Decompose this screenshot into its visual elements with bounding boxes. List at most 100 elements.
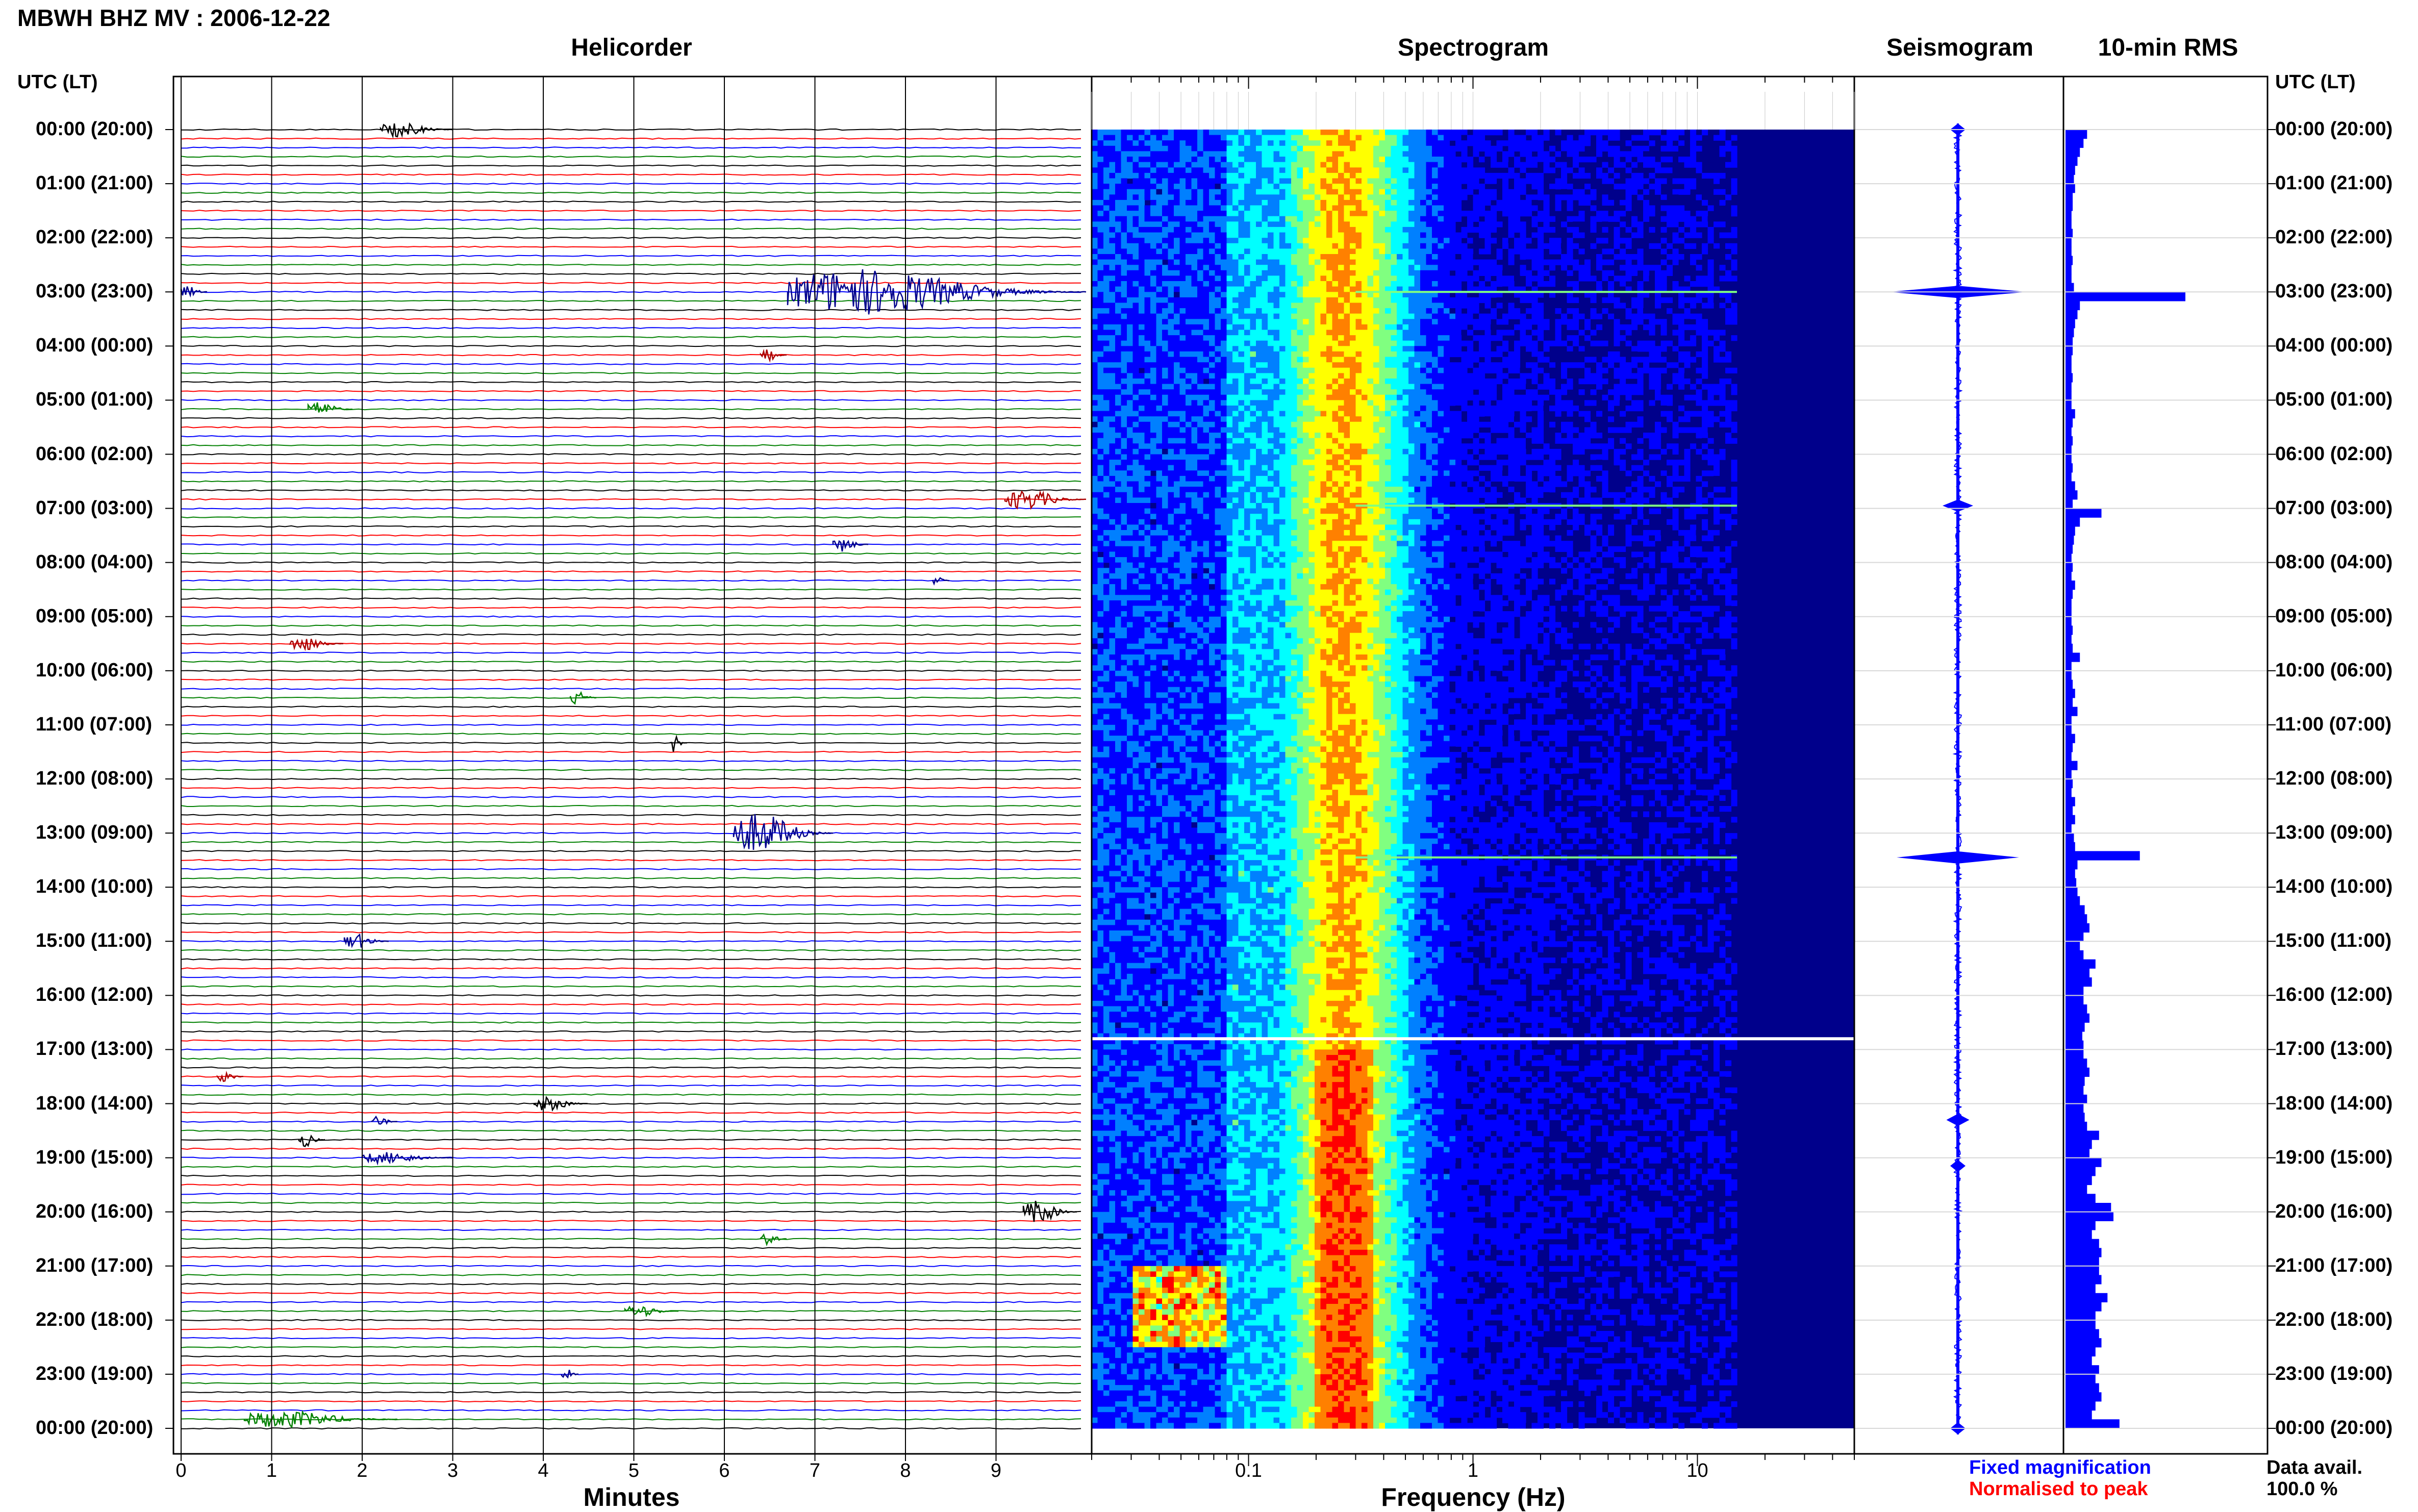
spectrogram-cell [1286, 389, 1292, 395]
spectrogram-cell [1725, 379, 1731, 384]
spectrogram-cell [1379, 330, 1386, 336]
spectrogram-cell [1232, 162, 1239, 168]
spectrogram-cell [1573, 362, 1579, 368]
spectrogram-cell [1309, 308, 1315, 314]
spectrogram-cell [1250, 270, 1256, 276]
spectrogram-cell [1103, 270, 1110, 276]
spectrogram-cell [1485, 395, 1491, 400]
spectrogram-cell [1232, 427, 1239, 433]
spectrogram-cell [1731, 233, 1737, 238]
spectrogram-cell [1139, 406, 1145, 411]
spectrogram-cell [1473, 357, 1479, 363]
spectrogram-cell [1344, 297, 1350, 303]
spectrogram-cell [1356, 248, 1362, 254]
spectrogram-cell [1092, 362, 1098, 368]
spectrogram-cell [1192, 357, 1198, 363]
spectrogram-cell [1514, 216, 1520, 222]
spectrogram-cell [1221, 140, 1227, 146]
spectrogram-cell [1115, 179, 1121, 184]
spectrogram-cell [1467, 227, 1473, 233]
spectrogram-cell [1344, 238, 1350, 243]
spectrogram-cell [1174, 227, 1180, 233]
spectrogram-cell [1408, 227, 1415, 233]
spectrogram-cell [1567, 238, 1573, 243]
spectrogram-cell [1596, 146, 1602, 152]
spectrogram-cell [1614, 335, 1620, 341]
spectrogram-cell [1408, 319, 1415, 324]
spectrogram-cell [1332, 140, 1339, 146]
spectrogram-cell [1156, 422, 1163, 427]
spectrogram-cell [1397, 184, 1403, 189]
spectrogram-cell [1098, 162, 1104, 168]
spectrogram-cell [1133, 357, 1139, 363]
spectrogram-cell [1209, 341, 1215, 346]
spectrogram-cell [1250, 260, 1256, 265]
spectrogram-cell [1244, 411, 1250, 417]
spectrogram-cell [1156, 406, 1163, 411]
spectrogram-cell [1244, 324, 1250, 330]
spectrogram-cell [1391, 319, 1397, 324]
spectrogram-cell [1268, 194, 1274, 200]
spectrogram-cell [1274, 130, 1280, 135]
spectrogram-cell [1573, 216, 1579, 222]
spectrogram-cell [1426, 275, 1432, 281]
spectrogram-cell [1103, 189, 1110, 195]
spectrogram-cell [1567, 281, 1573, 287]
spectrogram-cell [1315, 330, 1321, 336]
spectrogram-cell [1344, 179, 1350, 184]
spectrogram-cell [1309, 324, 1315, 330]
spectrogram-cell [1262, 162, 1268, 168]
spectrogram-cell [1614, 238, 1620, 243]
spectrogram-cell [1162, 395, 1168, 400]
spectrogram-cell [1250, 189, 1256, 195]
spectrogram-cell [1133, 157, 1139, 162]
spectrogram-cell [1121, 411, 1127, 417]
spectrogram-cell [1596, 167, 1602, 173]
spectrogram-cell [1673, 248, 1679, 254]
spectrogram-cell [1532, 194, 1538, 200]
spectrogram-cell [1274, 233, 1280, 238]
spectrogram-cell [1602, 357, 1608, 363]
spectrogram-cell [1162, 200, 1168, 206]
spectrogram-cell [1268, 297, 1274, 303]
spectrogram-cell [1415, 308, 1421, 314]
spectrogram-cell [1538, 422, 1544, 427]
spectrogram-cell [1444, 368, 1450, 373]
spectrogram-cell [1315, 308, 1321, 314]
spectrogram-cell [1162, 303, 1168, 309]
spectrogram-cell [1291, 427, 1297, 433]
spectrogram-cell [1438, 341, 1444, 346]
spectrogram-cell [1103, 194, 1110, 200]
spectrogram-cell [1350, 238, 1356, 243]
spectrogram-cell [1591, 216, 1597, 222]
spectrogram-cell [1168, 216, 1174, 222]
spectrogram-cell [1350, 254, 1356, 260]
spectrogram-cell [1714, 248, 1720, 254]
spectrogram-cell [1602, 194, 1608, 200]
spectrogram-cell [1538, 238, 1544, 243]
spectrogram-cell [1661, 275, 1667, 281]
spectrogram-cell [1397, 200, 1403, 206]
spectrogram-cell [1444, 179, 1450, 184]
spectrogram-cell [1485, 314, 1491, 319]
spectrogram-cell [1567, 379, 1573, 384]
spectrogram-cell [1385, 140, 1391, 146]
spectrogram-cell [1321, 162, 1327, 168]
spectrogram-cell [1426, 346, 1432, 351]
spectrogram-cell [1315, 395, 1321, 400]
spectrogram-cell [1262, 351, 1268, 357]
spectrogram-cell [1110, 227, 1116, 233]
spectrogram-cell [1696, 265, 1702, 270]
spectrogram-cell [1438, 319, 1444, 324]
spectrogram-cell [1408, 221, 1415, 227]
spectrogram-cell [1356, 157, 1362, 162]
spectrogram-cell [1502, 157, 1508, 162]
spectrogram-cell [1145, 292, 1151, 297]
spectrogram-cell [1661, 227, 1667, 233]
spectrogram-cell [1127, 194, 1133, 200]
spectrogram-cell [1326, 362, 1332, 368]
spectrogram-cell [1344, 275, 1350, 281]
spectrogram-cell [1555, 243, 1561, 249]
spectrogram-cell [1332, 167, 1339, 173]
spectrogram-cell [1508, 238, 1515, 243]
